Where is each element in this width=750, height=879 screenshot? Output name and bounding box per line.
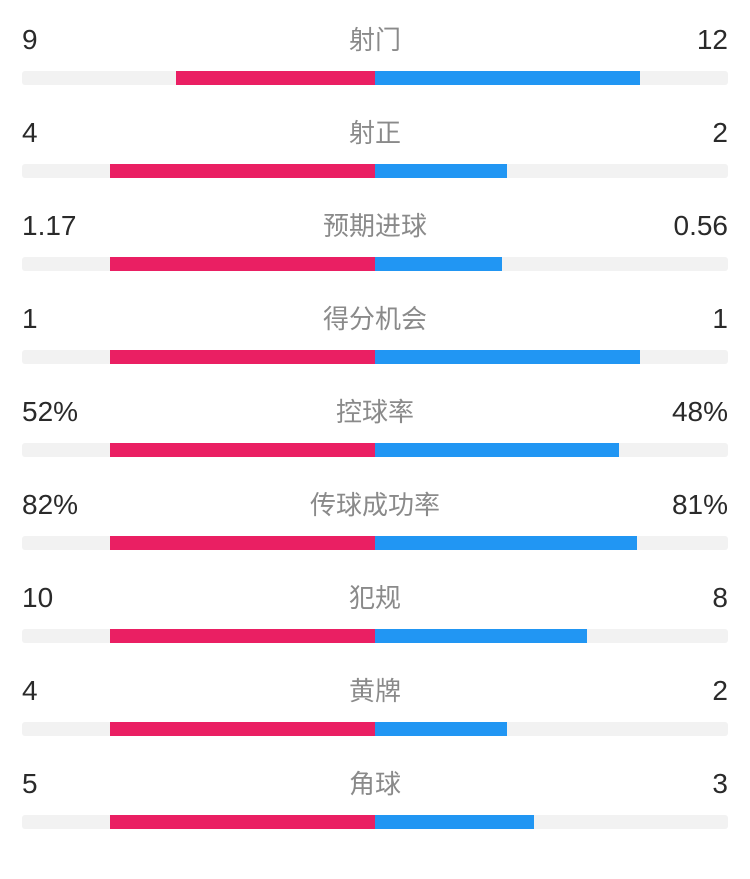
home-bar-fill [110, 629, 375, 643]
home-bar-side [22, 443, 375, 457]
home-value: 4 [22, 117, 102, 149]
stat-header: 1 得分机会 1 [22, 299, 728, 336]
stat-header: 52% 控球率 48% [22, 392, 728, 429]
away-bar-fill [375, 815, 534, 829]
away-value: 81% [648, 489, 728, 521]
away-bar-side [375, 350, 728, 364]
home-value: 1 [22, 303, 102, 335]
stat-label: 预期进球 [102, 206, 648, 243]
home-bar-side [22, 257, 375, 271]
stat-row: 1 得分机会 1 [22, 299, 728, 364]
stat-bar-track [22, 815, 728, 829]
away-bar-fill [375, 164, 507, 178]
home-value: 1.17 [22, 210, 102, 242]
away-value: 48% [648, 396, 728, 428]
away-bar-side [375, 443, 728, 457]
stat-label: 犯规 [102, 578, 648, 615]
stat-label: 黄牌 [102, 671, 648, 708]
stat-bar-track [22, 71, 728, 85]
stat-header: 9 射门 12 [22, 20, 728, 57]
stat-row: 4 射正 2 [22, 113, 728, 178]
stat-row: 4 黄牌 2 [22, 671, 728, 736]
away-value: 8 [648, 582, 728, 614]
home-value: 5 [22, 768, 102, 800]
stat-bar-track [22, 722, 728, 736]
away-bar-fill [375, 350, 640, 364]
home-bar-fill [110, 350, 375, 364]
away-bar-fill [375, 71, 640, 85]
stat-bar-track [22, 350, 728, 364]
stat-label: 角球 [102, 764, 648, 801]
home-value: 4 [22, 675, 102, 707]
away-value: 0.56 [648, 210, 728, 242]
home-bar-fill [110, 722, 375, 736]
away-bar-side [375, 629, 728, 643]
away-bar-side [375, 815, 728, 829]
away-bar-fill [375, 257, 502, 271]
away-value: 2 [648, 117, 728, 149]
away-bar-side [375, 257, 728, 271]
away-value: 3 [648, 768, 728, 800]
stat-label: 射门 [102, 20, 648, 57]
away-value: 12 [648, 24, 728, 56]
home-bar-fill [110, 164, 375, 178]
home-value: 9 [22, 24, 102, 56]
home-bar-side [22, 350, 375, 364]
stat-header: 82% 传球成功率 81% [22, 485, 728, 522]
away-bar-fill [375, 536, 637, 550]
stat-row: 9 射门 12 [22, 20, 728, 85]
home-bar-fill [176, 71, 375, 85]
stat-row: 5 角球 3 [22, 764, 728, 829]
stat-bar-track [22, 629, 728, 643]
home-bar-side [22, 164, 375, 178]
home-value: 82% [22, 489, 102, 521]
stat-header: 4 黄牌 2 [22, 671, 728, 708]
stat-label: 射正 [102, 113, 648, 150]
stat-bar-track [22, 443, 728, 457]
away-bar-side [375, 722, 728, 736]
stat-header: 1.17 预期进球 0.56 [22, 206, 728, 243]
home-bar-side [22, 536, 375, 550]
home-bar-side [22, 629, 375, 643]
stat-label: 控球率 [102, 392, 648, 429]
away-bar-fill [375, 629, 587, 643]
away-bar-fill [375, 443, 619, 457]
stat-label: 得分机会 [102, 299, 648, 336]
home-bar-side [22, 722, 375, 736]
home-bar-side [22, 71, 375, 85]
stat-row: 10 犯规 8 [22, 578, 728, 643]
away-bar-side [375, 164, 728, 178]
stat-header: 4 射正 2 [22, 113, 728, 150]
stat-bar-track [22, 164, 728, 178]
stat-label: 传球成功率 [102, 485, 648, 522]
away-value: 2 [648, 675, 728, 707]
away-bar-side [375, 71, 728, 85]
stat-header: 10 犯规 8 [22, 578, 728, 615]
away-bar-side [375, 536, 728, 550]
home-value: 10 [22, 582, 102, 614]
home-value: 52% [22, 396, 102, 428]
home-bar-fill [110, 815, 375, 829]
stat-row: 1.17 预期进球 0.56 [22, 206, 728, 271]
home-bar-side [22, 815, 375, 829]
stat-bar-track [22, 257, 728, 271]
away-value: 1 [648, 303, 728, 335]
stat-header: 5 角球 3 [22, 764, 728, 801]
home-bar-fill [110, 257, 375, 271]
home-bar-fill [110, 443, 375, 457]
stat-row: 82% 传球成功率 81% [22, 485, 728, 550]
home-bar-fill [110, 536, 375, 550]
away-bar-fill [375, 722, 507, 736]
stat-bar-track [22, 536, 728, 550]
match-stats-list: 9 射门 12 4 射正 2 1.17 [22, 20, 728, 829]
stat-row: 52% 控球率 48% [22, 392, 728, 457]
